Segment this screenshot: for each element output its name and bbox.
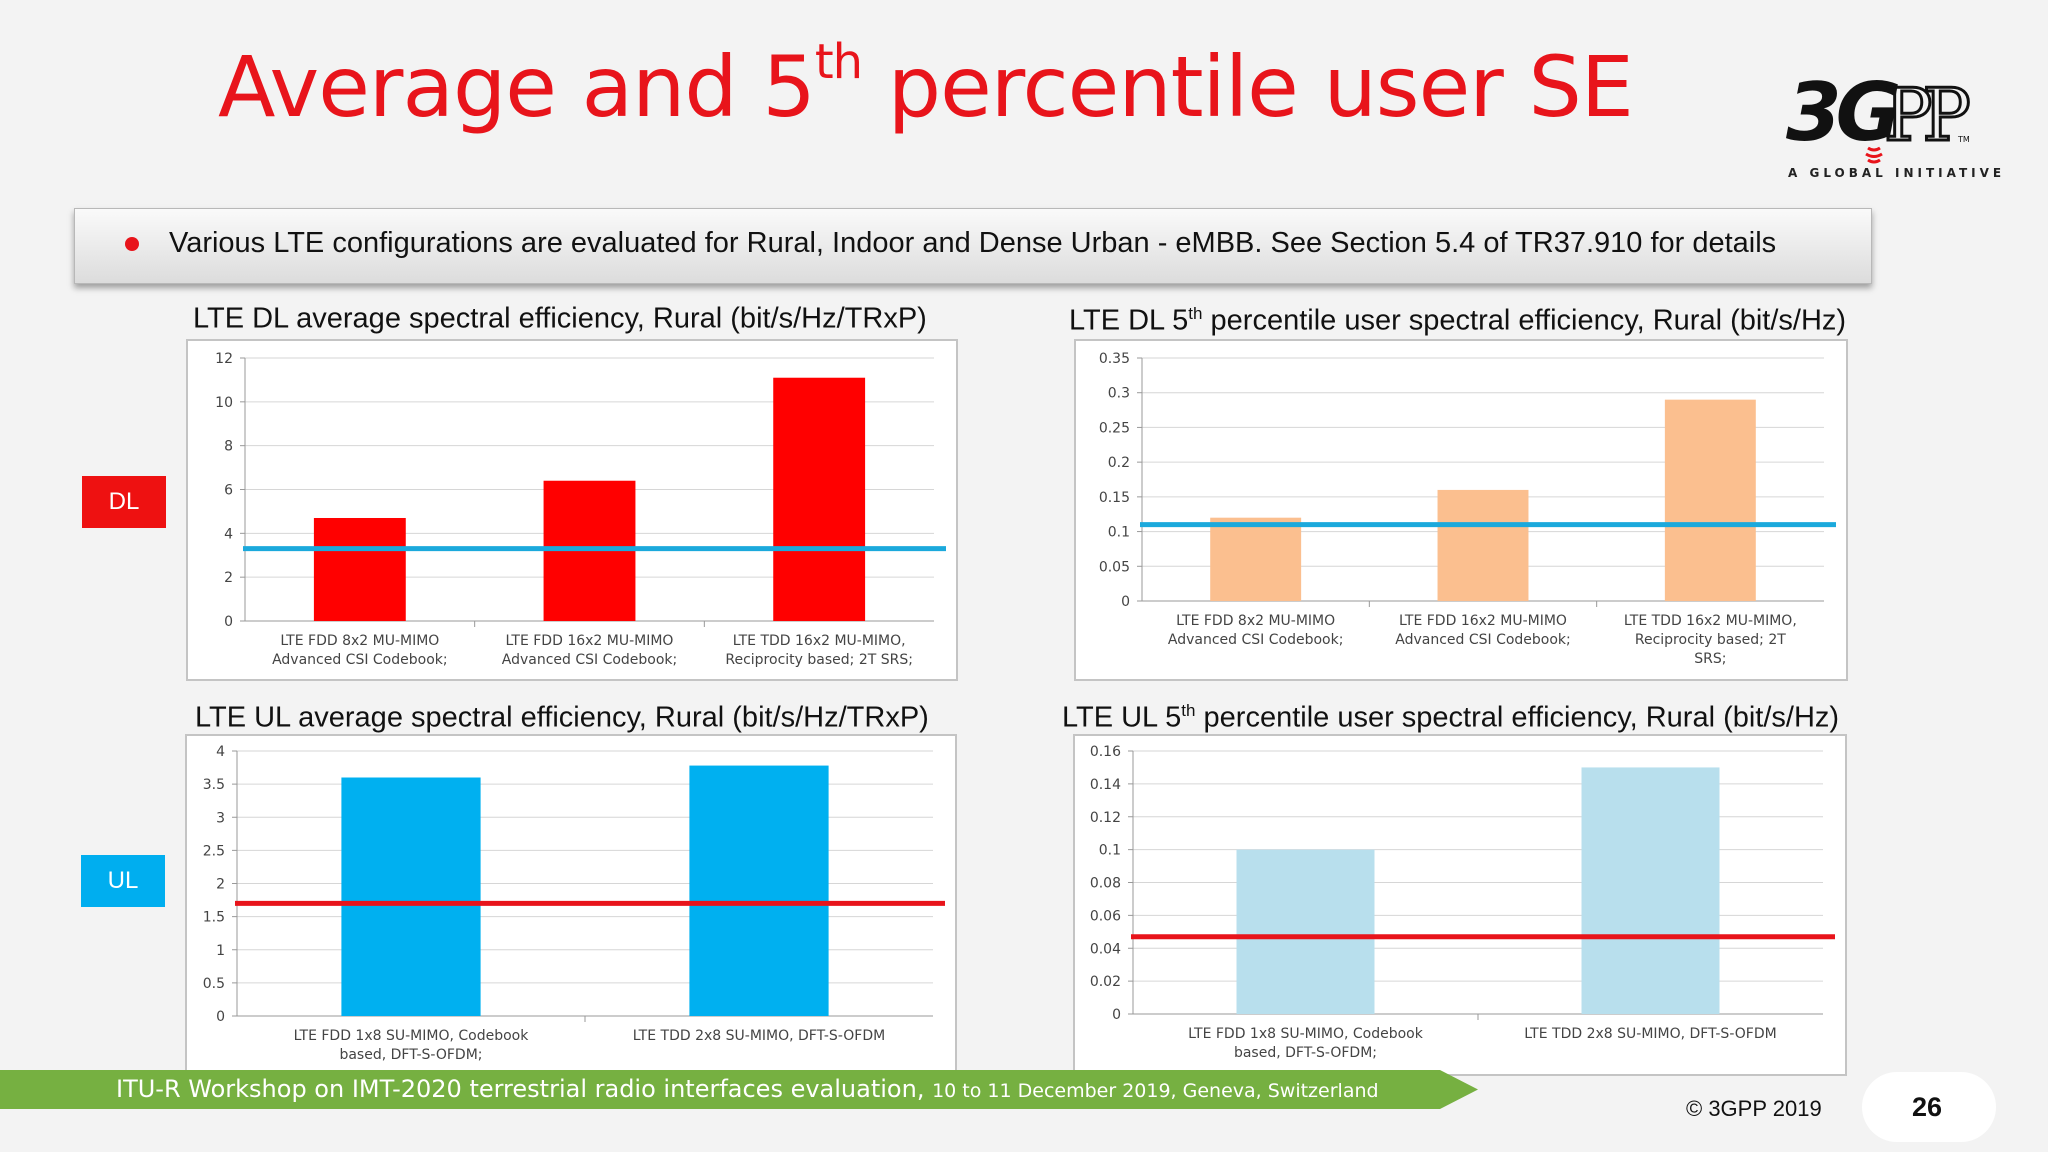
y-tick-label: 2 — [224, 570, 233, 586]
chart-dl-average: 0 2 4 6 8 10 12 LTE FDD 8x2 MU-MIMO Advanced CSI… — [186, 339, 958, 681]
x-tick-label: Reciprocity based; 2T — [1635, 632, 1786, 648]
x-tick-label: LTE FDD 16x2 MU-MIMO — [506, 633, 674, 649]
y-tick-label: 0.16 — [1090, 744, 1121, 760]
chart-title-ul-5th: LTE UL 5th percentile user spectral effi… — [1062, 701, 1840, 734]
y-tick-label: 0 — [1121, 594, 1130, 610]
y-tick-label: 8 — [224, 439, 233, 455]
footer-date: 10 to 11 December 2019, Geneva, Switzerl… — [932, 1080, 1379, 1102]
y-tick-label: 0.06 — [1090, 908, 1121, 924]
bullet-text: Various LTE configurations are evaluated… — [169, 227, 1777, 259]
y-tick-label: 0 — [224, 614, 233, 630]
y-tick-label: 4 — [216, 744, 225, 760]
y-tick-label: 0.08 — [1090, 876, 1121, 892]
x-tick-label: LTE TDD 16x2 MU-MIMO, — [1624, 613, 1797, 629]
ul-tag: UL — [81, 855, 165, 907]
y-tick-label: 0.15 — [1099, 490, 1130, 506]
svg-text:PP: PP — [1884, 73, 1968, 157]
y-tick-label: 0.1 — [1099, 843, 1121, 859]
x-tick-label: based, DFT-S-OFDM; — [1234, 1045, 1377, 1061]
y-tick-label: 0.5 — [203, 976, 225, 992]
y-tick-label: 3.5 — [203, 777, 225, 793]
y-tick-label: 0.3 — [1108, 386, 1130, 402]
dl-tag: DL — [82, 476, 166, 528]
x-tick-label: LTE FDD 16x2 MU-MIMO — [1399, 613, 1567, 629]
y-tick-label: 4 — [224, 526, 233, 542]
chart-dl-average-svg: 0 2 4 6 8 10 12 LTE FDD 8x2 MU-MIMO Advanced CSI… — [215, 351, 946, 668]
y-tick-label: 0.04 — [1090, 941, 1121, 957]
x-tick-label: Advanced CSI Codebook; — [502, 652, 678, 668]
slide-title: Average and 5th percentile user SE — [218, 34, 1634, 136]
footer-bar — [0, 1070, 1478, 1109]
x-tick-label: LTE FDD 8x2 MU-MIMO — [1176, 613, 1335, 629]
y-tick-label: 2 — [216, 877, 225, 893]
y-tick-label: 0.02 — [1090, 974, 1121, 990]
x-tick-label: Advanced CSI Codebook; — [1395, 632, 1571, 648]
bar — [689, 765, 829, 1016]
bullet-dot — [125, 237, 139, 251]
bar — [313, 517, 406, 621]
x-tick-label: Advanced CSI Codebook; — [272, 652, 448, 668]
y-tick-label: 0.25 — [1099, 420, 1130, 436]
chart-dl-5th: 0 0.05 0.1 0.15 0.2 0.25 0.3 0.35 LTE FDD 8x2 MU… — [1074, 339, 1848, 681]
bar — [341, 777, 481, 1016]
y-tick-label: 6 — [224, 483, 233, 499]
svg-text:3G: 3G — [1786, 66, 1899, 159]
footer-event: ITU-R Workshop on IMT-2020 terrestrial r… — [116, 1075, 933, 1103]
y-tick-label: 0.35 — [1099, 351, 1130, 367]
chart-ul-5th: 0 0.02 0.04 0.06 0.08 0.1 0.12 0.14 0.16 LTE FDD … — [1073, 734, 1847, 1076]
copyright: © 3GPP 2019 — [1686, 1096, 1822, 1121]
y-tick-label: 12 — [215, 351, 233, 367]
y-tick-label: 1 — [216, 943, 225, 959]
chart-dl-5th-svg: 0 0.05 0.1 0.15 0.2 0.25 0.3 0.35 LTE FDD 8x2 MU… — [1099, 351, 1836, 667]
bar — [1664, 399, 1756, 601]
x-tick-label: LTE FDD 8x2 MU-MIMO — [280, 633, 439, 649]
y-tick-label: 0 — [1112, 1007, 1121, 1023]
x-tick-label: Reciprocity based; 2T SRS; — [725, 652, 913, 668]
x-tick-label: SRS; — [1694, 651, 1726, 667]
x-tick-label: Advanced CSI Codebook; — [1168, 632, 1344, 648]
bar — [1581, 767, 1720, 1014]
y-tick-label: 0.12 — [1090, 810, 1121, 826]
bar — [1437, 489, 1529, 601]
y-tick-label: 0.14 — [1090, 777, 1121, 793]
y-tick-label: 0.1 — [1108, 525, 1130, 541]
y-tick-label: 0 — [216, 1009, 225, 1025]
logo-tagline: A GLOBAL INITIATIVE — [1788, 166, 2006, 180]
page-number: 26 — [1912, 1092, 1943, 1122]
3gpp-logo: 3G PP TM — [1786, 66, 1980, 164]
x-tick-label: LTE FDD 1x8 SU-MIMO, Codebook — [294, 1028, 530, 1044]
y-tick-label: 3 — [216, 810, 225, 826]
x-tick-label: LTE FDD 1x8 SU-MIMO, Codebook — [1188, 1026, 1424, 1042]
footer-text: ITU-R Workshop on IMT-2020 terrestrial r… — [116, 1075, 1379, 1103]
chart-ul-average: 0 0.5 1 1.5 2 2.5 3 3.5 4 LTE FDD 1x8 SU-MIMO, Co… — [185, 734, 957, 1076]
y-tick-label: 2.5 — [203, 843, 225, 859]
x-tick-label: LTE TDD 2x8 SU-MIMO, DFT-S-OFDM — [1524, 1026, 1776, 1042]
bar — [1236, 849, 1375, 1014]
chart-title-dl-5th: LTE DL 5th percentile user spectral effi… — [1069, 304, 1847, 337]
x-tick-label: based, DFT-S-OFDM; — [339, 1047, 482, 1063]
chart-ul-average-svg: 0 0.5 1 1.5 2 2.5 3 3.5 4 LTE FDD 1x8 SU-MIMO, Co… — [203, 744, 945, 1063]
bar — [1210, 517, 1302, 601]
y-tick-label: 0.05 — [1099, 559, 1130, 575]
y-tick-label: 0.2 — [1108, 455, 1130, 471]
svg-text:TM: TM — [1957, 135, 1970, 144]
x-tick-label: LTE TDD 16x2 MU-MIMO, — [733, 633, 906, 649]
chart-title-dl-average: LTE DL average spectral efficiency, Rura… — [193, 302, 927, 335]
bullet-box: Various LTE configurations are evaluated… — [74, 208, 1872, 284]
x-tick-label: LTE TDD 2x8 SU-MIMO, DFT-S-OFDM — [633, 1028, 885, 1044]
y-tick-label: 1.5 — [203, 910, 225, 926]
chart-ul-5th-svg: 0 0.02 0.04 0.06 0.08 0.1 0.12 0.14 0.16 LTE FDD … — [1090, 744, 1835, 1061]
chart-title-ul-average: LTE UL average spectral efficiency, Rura… — [195, 701, 929, 734]
page-number-badge — [1862, 1072, 1996, 1142]
bar — [773, 377, 866, 621]
y-tick-label: 10 — [215, 395, 233, 411]
